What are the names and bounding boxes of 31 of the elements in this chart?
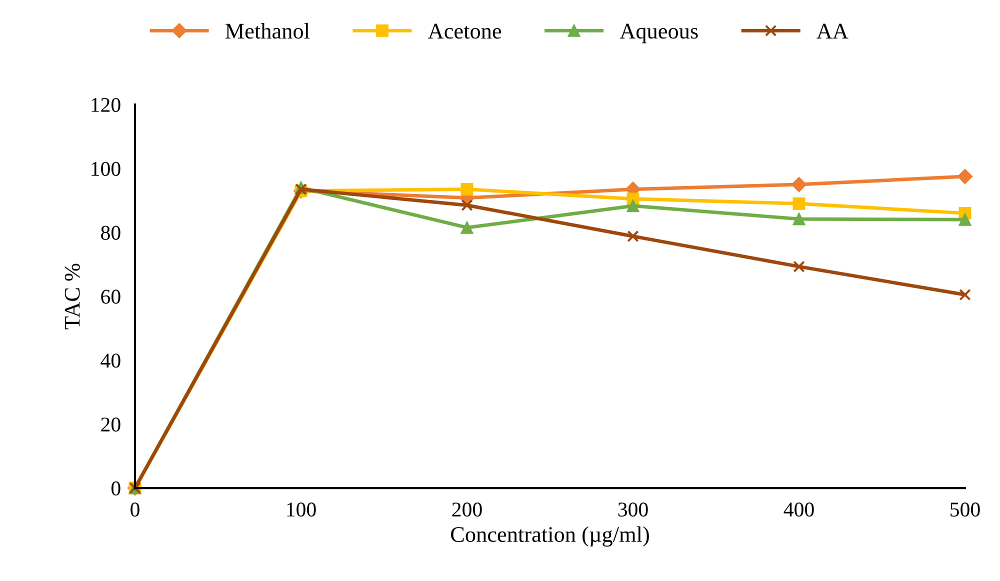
- y-tick-label: 0: [111, 481, 120, 496]
- y-tick-label: 120: [92, 98, 120, 112]
- y-tick-label: 100: [92, 162, 120, 176]
- point: [959, 288, 971, 301]
- point: [791, 176, 807, 192]
- x-axis-title: Concentration (µg/ml): [451, 526, 649, 547]
- y-tick-label: 60: [101, 290, 120, 304]
- legend-label: Aqueous: [620, 24, 698, 44]
- point: [460, 183, 474, 196]
- x-tick-label: 100: [287, 502, 316, 517]
- x-tick-label: 0: [130, 502, 140, 517]
- y-tick-label: 80: [101, 226, 120, 240]
- point: [461, 199, 473, 212]
- y-axis-title: TAC %: [64, 264, 80, 330]
- point: [627, 230, 639, 242]
- legend-label: AA: [816, 24, 848, 38]
- point: [792, 197, 806, 210]
- y-tick-label: 20: [101, 418, 120, 432]
- point: [957, 168, 973, 184]
- point: [793, 260, 805, 272]
- legend-label: Methanol: [225, 23, 310, 39]
- legend-label: Acetone: [428, 24, 502, 39]
- y-tick-label: 40: [100, 354, 120, 368]
- x-tick-label: 500: [950, 502, 980, 517]
- point: [460, 221, 474, 234]
- point: [792, 212, 806, 226]
- x-tick-label: 300: [618, 502, 648, 517]
- point: [626, 200, 640, 212]
- point: [958, 213, 972, 226]
- x-tick-label: 400: [784, 502, 814, 517]
- x-tick-label: 200: [452, 502, 482, 517]
